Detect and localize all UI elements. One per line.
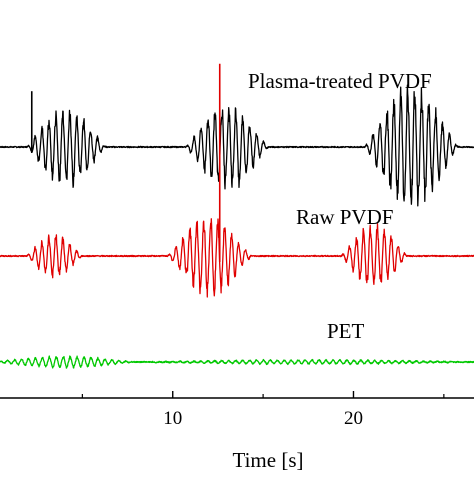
x-tick-label-20: 20 — [344, 408, 363, 429]
x-axis-title: Time [s] — [233, 448, 304, 472]
series-label-pet: PET — [327, 319, 365, 343]
series-label-raw-pvdf: Raw PVDF — [296, 205, 393, 229]
series-layer — [0, 63, 474, 369]
series-line-plasma-treated-pvdf — [0, 84, 474, 207]
x-tick-layer: 10 20 — [81, 391, 445, 429]
series-label-plasma-treated-pvdf: Plasma-treated PVDF — [248, 69, 432, 93]
series-line-raw-pvdf — [0, 218, 474, 298]
series-line-pet — [0, 355, 474, 369]
x-tick-label-10: 10 — [163, 408, 182, 429]
